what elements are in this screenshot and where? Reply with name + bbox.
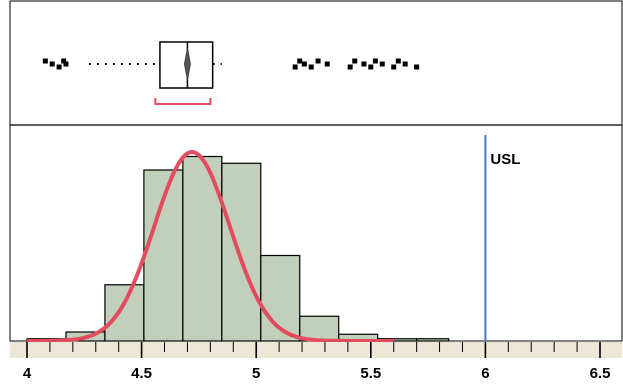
outlier-point: [352, 58, 358, 64]
histogram-bar: [416, 338, 450, 342]
outlier-point: [63, 61, 69, 67]
x-tick-label: 5: [252, 365, 260, 382]
x-axis-tick-labels: 4 4.5 5 5.5 6 6.5: [23, 365, 611, 382]
mean-diamond: [184, 47, 191, 81]
outlier-point: [292, 64, 298, 70]
outlier-point: [391, 64, 397, 70]
histogram-bar: [221, 162, 262, 342]
x-tick-label: 6.5: [590, 365, 611, 382]
outlier-point: [61, 58, 67, 64]
outlier-point: [315, 58, 321, 64]
x-tick-label: 4: [23, 365, 32, 382]
box: [159, 41, 214, 89]
x-tick-label: 4.5: [131, 365, 152, 382]
outlier-point: [361, 61, 367, 67]
outlier-point: [379, 61, 385, 67]
normal-fit-curve: [27, 150, 394, 343]
outlier-point: [42, 58, 48, 64]
outlier-point: [402, 61, 408, 67]
usl-label: USL: [490, 151, 520, 168]
box-plot: [42, 41, 420, 105]
spec-limits: USL: [484, 135, 520, 341]
outlier-point: [56, 64, 62, 70]
x-axis-ticks: [26, 342, 601, 358]
histogram-bar: [104, 284, 145, 342]
shortest-half-bracket: [154, 98, 212, 105]
x-tick-label: 5.5: [360, 365, 381, 382]
outlier-point: [308, 64, 314, 70]
outlier-point: [297, 58, 303, 64]
x-axis-band: [10, 342, 622, 358]
outlier-point: [347, 64, 353, 70]
outlier-point: [372, 58, 378, 64]
outlier-point: [414, 64, 420, 70]
outlier-point: [49, 61, 55, 67]
outlier-point: [368, 64, 374, 70]
outlier-point: [324, 61, 330, 67]
outlier-point: [395, 58, 401, 64]
outlier-point: [301, 61, 307, 67]
x-tick-label: 6: [481, 365, 489, 382]
plot-frame: [9, 0, 623, 342]
